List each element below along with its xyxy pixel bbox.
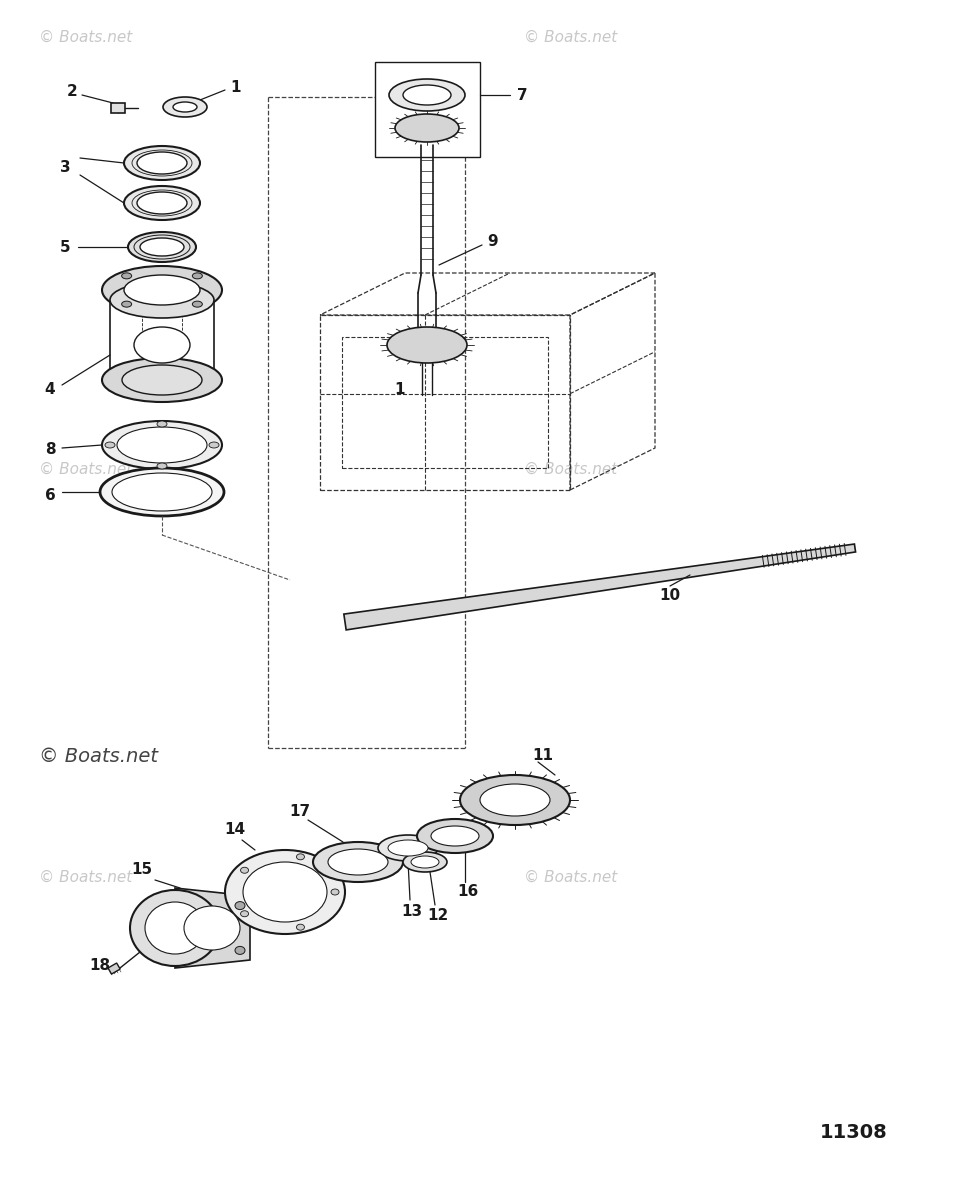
Ellipse shape: [411, 856, 439, 868]
Text: 18: 18: [89, 958, 110, 972]
Ellipse shape: [121, 272, 132, 278]
Text: 2: 2: [67, 84, 78, 100]
Ellipse shape: [102, 421, 222, 469]
Text: © Boats.net: © Boats.net: [39, 462, 132, 476]
Text: © Boats.net: © Boats.net: [523, 870, 616, 886]
Ellipse shape: [297, 854, 304, 860]
Ellipse shape: [117, 427, 206, 463]
Ellipse shape: [328, 850, 388, 875]
Text: 6: 6: [45, 487, 55, 503]
Ellipse shape: [389, 79, 464, 110]
Ellipse shape: [102, 358, 222, 402]
Ellipse shape: [480, 784, 549, 816]
Text: © Boats.net: © Boats.net: [523, 30, 616, 44]
Text: 13: 13: [401, 905, 422, 919]
Ellipse shape: [109, 282, 214, 318]
Ellipse shape: [387, 326, 466, 362]
Ellipse shape: [102, 266, 222, 314]
Ellipse shape: [124, 275, 200, 305]
Ellipse shape: [184, 906, 239, 950]
Bar: [108, 962, 120, 974]
Text: 15: 15: [132, 863, 152, 877]
Ellipse shape: [105, 442, 115, 448]
Ellipse shape: [157, 463, 167, 469]
Ellipse shape: [172, 102, 197, 112]
Text: 7: 7: [516, 88, 527, 102]
Text: 8: 8: [45, 443, 55, 457]
Ellipse shape: [122, 365, 202, 395]
Text: © Boats.net: © Boats.net: [39, 870, 132, 886]
Text: © Boats.net: © Boats.net: [39, 30, 132, 44]
Ellipse shape: [417, 818, 492, 853]
Ellipse shape: [124, 146, 200, 180]
Ellipse shape: [430, 826, 479, 846]
Text: 10: 10: [659, 588, 680, 602]
Text: 17: 17: [289, 804, 310, 820]
Ellipse shape: [128, 232, 196, 262]
Ellipse shape: [225, 850, 345, 934]
Text: 1: 1: [394, 383, 405, 397]
Ellipse shape: [394, 114, 458, 142]
Ellipse shape: [137, 152, 187, 174]
Ellipse shape: [157, 421, 167, 427]
Ellipse shape: [378, 835, 438, 862]
Polygon shape: [343, 544, 855, 630]
Ellipse shape: [313, 842, 402, 882]
Ellipse shape: [459, 775, 570, 826]
Ellipse shape: [163, 97, 206, 116]
Text: 11: 11: [532, 748, 553, 762]
Ellipse shape: [208, 442, 219, 448]
Ellipse shape: [402, 85, 451, 104]
Text: 4: 4: [45, 383, 55, 397]
Ellipse shape: [100, 468, 224, 516]
Text: 5: 5: [60, 240, 70, 254]
Ellipse shape: [124, 186, 200, 220]
Ellipse shape: [297, 924, 304, 930]
Ellipse shape: [130, 890, 220, 966]
Ellipse shape: [330, 889, 338, 895]
Text: 11308: 11308: [819, 1123, 887, 1142]
Ellipse shape: [240, 868, 248, 874]
Ellipse shape: [137, 192, 187, 214]
Ellipse shape: [234, 947, 245, 954]
Text: 12: 12: [427, 908, 448, 924]
Ellipse shape: [234, 901, 245, 910]
Ellipse shape: [111, 473, 212, 511]
Ellipse shape: [192, 272, 203, 278]
Ellipse shape: [144, 902, 204, 954]
Bar: [375, 62, 480, 157]
Text: 16: 16: [457, 884, 478, 900]
Ellipse shape: [402, 852, 447, 872]
Ellipse shape: [192, 301, 203, 307]
Text: 9: 9: [487, 234, 498, 250]
Text: © Boats.net: © Boats.net: [523, 462, 616, 476]
Bar: [110, 103, 125, 113]
Ellipse shape: [388, 840, 427, 856]
Text: 14: 14: [224, 822, 245, 838]
Text: © Boats.net: © Boats.net: [39, 746, 158, 766]
Ellipse shape: [243, 862, 327, 922]
Text: 1: 1: [231, 80, 241, 96]
Ellipse shape: [134, 326, 190, 362]
Ellipse shape: [121, 301, 132, 307]
Ellipse shape: [140, 238, 184, 256]
Text: 3: 3: [60, 161, 70, 175]
Polygon shape: [174, 888, 250, 968]
Ellipse shape: [240, 911, 248, 917]
